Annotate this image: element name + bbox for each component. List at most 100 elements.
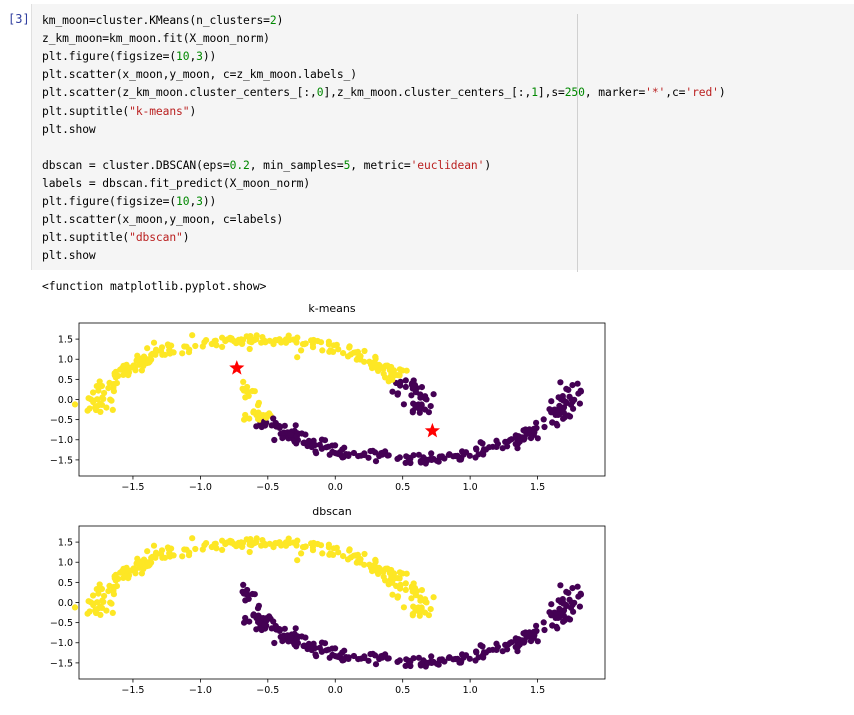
data-point — [96, 581, 103, 588]
data-point — [235, 339, 242, 346]
data-point — [329, 645, 336, 652]
data-point — [412, 404, 419, 411]
code-token: plt.scatter(z_km_moon.cluster_centers_[:… — [42, 86, 317, 100]
data-point — [298, 550, 305, 557]
data-point — [415, 451, 422, 458]
data-point — [287, 634, 294, 641]
x-tick-label: 0.5 — [395, 482, 410, 493]
data-point — [325, 541, 332, 548]
data-point — [309, 344, 317, 351]
x-tick-label: −1.5 — [121, 482, 144, 493]
data-point — [571, 599, 578, 606]
data-point — [562, 398, 570, 405]
code-token: ) — [189, 104, 197, 118]
data-point — [566, 413, 574, 420]
data-point — [339, 657, 346, 664]
data-point — [556, 605, 563, 612]
data-point — [389, 579, 396, 586]
data-point — [361, 358, 368, 365]
data-point — [475, 654, 482, 661]
data-point — [361, 550, 368, 558]
data-point — [392, 371, 399, 379]
code-token: 0 — [316, 86, 324, 100]
data-point — [95, 590, 102, 597]
cell-prompt: [3] — [8, 12, 30, 26]
data-point — [144, 548, 151, 555]
data-point — [409, 612, 416, 619]
code-token: ,c= — [665, 86, 686, 100]
data-point — [90, 592, 97, 599]
data-point — [457, 659, 464, 666]
data-point — [540, 416, 547, 423]
data-point — [335, 549, 342, 556]
data-point — [541, 626, 548, 634]
data-point — [298, 347, 305, 354]
data-point — [549, 419, 556, 426]
data-point — [394, 390, 402, 397]
data-point — [179, 350, 186, 357]
x-tick-label: 1.5 — [530, 685, 545, 696]
data-point — [330, 342, 337, 349]
data-point — [566, 393, 573, 400]
data-point — [556, 402, 563, 409]
data-point — [282, 542, 290, 549]
data-point — [242, 394, 249, 401]
data-point — [332, 450, 339, 457]
code-token: z_km_moon=km_moon.fit(X_moon_norm) — [42, 32, 270, 46]
data-point — [258, 423, 265, 431]
data-point — [203, 540, 210, 547]
data-point — [246, 548, 253, 556]
data-point — [427, 606, 434, 613]
data-point — [85, 395, 92, 402]
code-token: , — [189, 50, 197, 64]
code-editor[interactable] — [31, 4, 854, 270]
data-point — [246, 345, 253, 353]
y-tick-label: −1.5 — [50, 455, 73, 466]
data-point — [473, 446, 480, 453]
data-point — [499, 648, 506, 655]
data-point — [325, 338, 332, 345]
data-point — [308, 337, 315, 344]
data-point — [400, 401, 407, 408]
data-point — [350, 652, 357, 660]
code-token: 3 — [196, 195, 203, 208]
x-tick-label: 0.0 — [328, 482, 343, 493]
data-point — [566, 596, 573, 603]
data-point — [555, 614, 562, 621]
data-point — [281, 422, 288, 429]
data-point — [107, 599, 114, 606]
data-point — [505, 438, 512, 445]
data-point — [421, 609, 429, 616]
x-tick-label: −0.5 — [256, 482, 279, 493]
data-point — [312, 651, 319, 658]
code-token: 3 — [196, 50, 203, 64]
data-point — [329, 442, 336, 449]
data-point — [380, 366, 387, 373]
data-point — [554, 625, 561, 632]
data-point — [132, 570, 139, 577]
data-point — [323, 647, 330, 654]
data-point — [189, 535, 196, 542]
data-point — [486, 647, 493, 654]
data-point — [554, 422, 561, 429]
data-point — [402, 383, 409, 390]
data-point — [211, 337, 218, 345]
code-token: 'red' — [685, 86, 719, 100]
data-point — [371, 562, 378, 569]
data-point — [103, 607, 110, 614]
code-token: plt.show — [42, 122, 96, 136]
cluster-center-marker — [229, 360, 245, 375]
data-point — [242, 614, 249, 622]
data-point — [119, 365, 126, 372]
data-point — [222, 541, 229, 548]
data-point — [109, 609, 116, 616]
data-point — [430, 391, 437, 398]
data-point — [335, 346, 342, 353]
data-point — [247, 536, 254, 543]
scatter-points — [71, 535, 585, 670]
data-point — [92, 607, 99, 614]
data-point — [254, 605, 262, 612]
data-point — [397, 581, 404, 588]
data-point — [493, 443, 500, 450]
data-point — [136, 356, 143, 363]
